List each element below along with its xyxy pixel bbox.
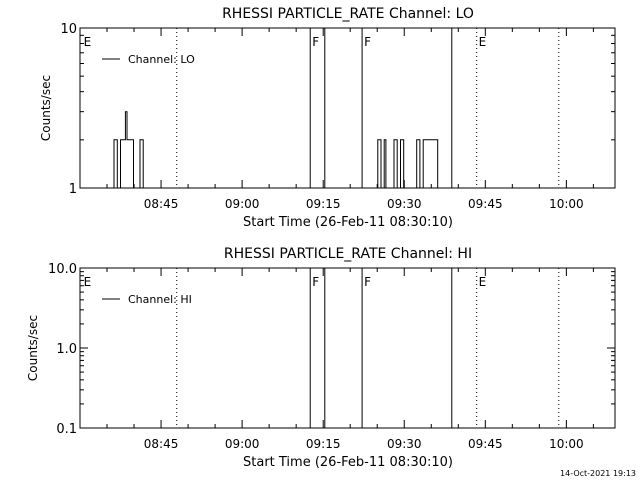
- panel-lo-axes-frame: [79, 27, 616, 189]
- panel-hi-xtick-label: 09:30: [387, 437, 422, 451]
- panel-hi-xtick-label: 09:00: [225, 437, 260, 451]
- panel-lo: RHESSI PARTICLE_RATE Channel: LO Counts/…: [39, 6, 616, 230]
- panel-hi-ytick-label: 10.0: [48, 262, 77, 277]
- panel-lo-series-line: [112, 111, 440, 189]
- panel-lo-ytick-label: 10: [60, 22, 77, 37]
- footer-timestamp: 14-Oct-2021 19:13: [560, 469, 636, 478]
- panel-lo-legend-label: Channel: LO: [128, 53, 195, 66]
- panel-lo-legend: Channel: LO: [102, 53, 195, 66]
- panel-lo-marker-label: E: [84, 35, 92, 49]
- panel-lo-xtick-label: 10:00: [549, 197, 584, 211]
- panel-lo-xtick-label: 09:30: [387, 197, 422, 211]
- panel-lo-xlabel: Start Time (26-Feb-11 08:30:10): [243, 215, 453, 230]
- panel-hi-xtick-label: 09:45: [468, 437, 503, 451]
- panel-hi-xtick-label: 09:15: [306, 437, 341, 451]
- panel-hi: RHESSI PARTICLE_RATE Channel: HI Counts/…: [26, 246, 616, 470]
- panel-lo-xtick-label: 08:45: [144, 197, 179, 211]
- panel-hi-ytick-label: 0.1: [56, 422, 77, 437]
- panel-lo-ytick-label: 1: [69, 182, 77, 197]
- panel-lo-marker-label: E: [479, 35, 487, 49]
- panel-hi-marker-label: F: [312, 275, 319, 289]
- panel-lo-ylabel: Counts/sec: [39, 75, 53, 141]
- panel-lo-xtick-label: 09:00: [225, 197, 260, 211]
- panel-hi-ytick-label: 1.0: [56, 342, 77, 357]
- panel-hi-legend-label: Channel: HI: [128, 293, 192, 306]
- panel-lo-xtick-label: 09:45: [468, 197, 503, 211]
- panel-hi-xtick-label: 08:45: [144, 437, 179, 451]
- panel-hi-legend: Channel: HI: [102, 293, 192, 306]
- panel-hi-marker-label: F: [364, 275, 371, 289]
- panel-hi-xtick-label: 10:00: [549, 437, 584, 451]
- panel-hi-marker-label: E: [84, 275, 92, 289]
- panel-lo-xtick-label: 09:15: [306, 197, 341, 211]
- panel-lo-title: RHESSI PARTICLE_RATE Channel: LO: [222, 6, 474, 22]
- panel-hi-marker-label: E: [479, 275, 487, 289]
- panel-lo-marker-label: F: [312, 35, 319, 49]
- panel-hi-xlabel: Start Time (26-Feb-11 08:30:10): [243, 455, 453, 470]
- panel-hi-ylabel: Counts/sec: [26, 315, 40, 381]
- panel-lo-marker-label: F: [364, 35, 371, 49]
- panel-hi-title: RHESSI PARTICLE_RATE Channel: HI: [224, 246, 472, 262]
